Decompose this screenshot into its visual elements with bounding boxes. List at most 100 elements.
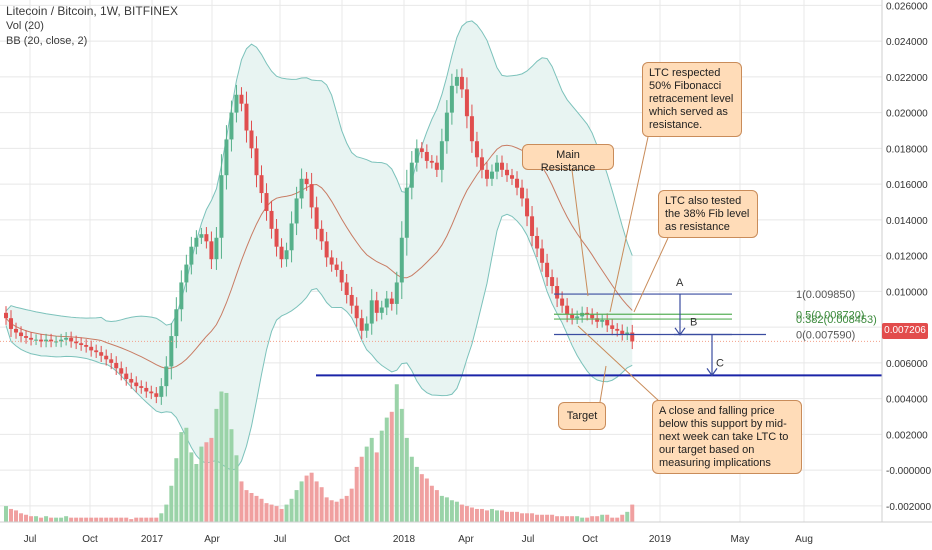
volume-bar [349,488,354,522]
volume-bar [605,514,610,522]
volume-bar [109,517,114,522]
volume-bar [134,517,139,522]
candle-body [179,282,184,310]
volume-bar [339,498,344,522]
candle-body [199,234,204,238]
volume-bar [595,516,600,522]
x-tick-label: Oct [82,534,98,545]
candle-body [149,391,154,394]
candle-body [234,94,239,113]
volume-bar [179,432,184,522]
volume-bar [394,384,399,522]
volume-bar [545,514,550,522]
legend-title: Litecoin / Bitcoin, 1W, BITFINEX [6,4,179,18]
volume-bar [239,481,244,522]
current-price-tag: 0.007206 [882,323,928,339]
legend-volume: Vol (20) [6,20,44,32]
volume-bar [159,513,164,522]
volume-bar [499,510,504,522]
candle-body [474,141,479,158]
candle-body [314,207,319,229]
volume-bar [44,516,49,522]
volume-bar [590,516,595,522]
candle-body [129,378,134,383]
volume-bar [364,446,369,522]
candle-body [329,257,334,265]
candle-body [575,316,580,319]
volume-bar [114,517,119,522]
candle-body [284,250,289,260]
candle-body [535,235,540,249]
candle-body [224,139,229,176]
volume-bar [289,498,294,522]
volume-bar [535,514,540,522]
fib-level-label: 0.382(0.008453) [796,314,877,326]
volume-bar [154,517,159,522]
label-b: B [690,316,697,328]
volume-bar [4,506,8,522]
candle-body [630,332,635,342]
candle-body [555,286,560,299]
candle-body [19,332,24,337]
volume-bar [299,481,304,522]
volume-bar [214,408,219,522]
measure-arrow-c-head [706,368,718,377]
candle-body [489,171,494,179]
candle-body [479,157,484,170]
candle-body [109,359,114,363]
volume-bar [119,517,124,522]
candle-body [545,262,550,278]
volume-bar [274,506,279,522]
volume-bar [424,478,429,522]
candle-body [239,94,244,104]
fib-level-label: 0(0.007590) [796,329,855,341]
volume-bar [269,504,274,522]
chart-legend: Litecoin / Bitcoin, 1W, BITFINEX Vol (20… [6,4,178,49]
x-tick-label: Oct [582,534,598,545]
candle-body [219,175,224,238]
candle-body [249,130,254,149]
candle-body [550,277,555,287]
callout-fibonacci-text: LTC respected 50% Fibonacci retracement … [649,67,734,131]
candle-body [620,330,625,335]
candle-body [429,160,434,163]
candle-body [359,318,364,331]
candle-body [189,246,194,265]
candle-body [595,318,600,322]
y-tick-label: 0.016000 [886,180,928,191]
candle-body [610,325,615,329]
y-tick-label: 0.002000 [886,430,928,441]
candle-body [169,336,174,367]
volume-bar [104,517,109,522]
volume-bar [505,511,509,522]
candle-body [505,169,509,176]
candle-body [4,312,8,319]
candle-body [499,162,504,170]
candle-body [530,216,535,236]
volume-bar [334,501,339,522]
x-tick-label: May [731,534,750,545]
volume-bar [199,446,204,522]
volume-bar [389,411,394,522]
volume-bar [414,466,419,522]
bollinger-lower [5,213,633,471]
candle-body [294,198,299,224]
volume-bar [164,504,169,522]
volume-bar [19,513,24,522]
y-tick-label: 0.004000 [886,395,928,406]
candle-body [124,373,129,379]
x-tick-label: Apr [204,534,220,545]
volume-bar [259,498,264,522]
volume-bar [264,503,269,522]
candle-body [74,341,79,344]
volume-bar [24,514,29,522]
volume-bar [354,466,359,522]
candle-body [615,328,620,331]
volume-bar [600,514,605,522]
volume-bar [314,481,319,522]
candle-body [39,339,44,342]
volume-bar [625,511,630,522]
volume-bar [74,517,79,522]
label-c: C [716,357,724,369]
